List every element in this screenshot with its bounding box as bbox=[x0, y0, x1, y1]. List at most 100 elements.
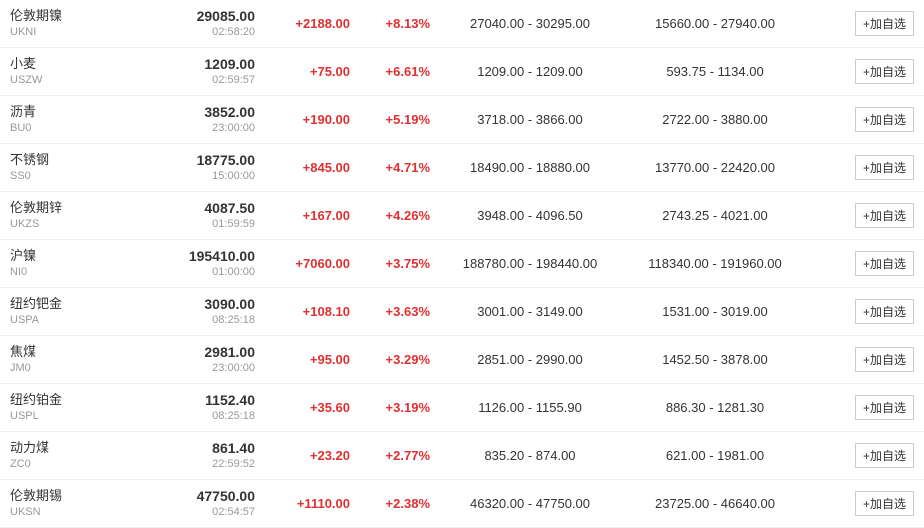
instrument-code: USZW bbox=[10, 73, 140, 87]
change-value: +108.10 bbox=[255, 304, 360, 319]
instrument-name-cn: 伦敦期镍 bbox=[10, 8, 140, 25]
action-cell: +加自选 bbox=[810, 11, 914, 36]
price-value: 1209.00 bbox=[204, 55, 255, 73]
instrument-name-cn: 伦敦期锡 bbox=[10, 488, 140, 505]
instrument-code: SS0 bbox=[10, 169, 140, 183]
price-time: 23:00:00 bbox=[212, 361, 255, 375]
commodities-table: 伦敦期镍UKNI29085.0002:58:20+2188.00+8.13%27… bbox=[0, 0, 924, 528]
price-cell: 1152.4008:25:18 bbox=[140, 391, 255, 423]
year-range: 1452.50 - 3878.00 bbox=[620, 352, 810, 367]
price-cell: 195410.0001:00:00 bbox=[140, 247, 255, 279]
price-cell: 2981.0023:00:00 bbox=[140, 343, 255, 375]
add-watchlist-button[interactable]: +加自选 bbox=[855, 11, 914, 36]
day-range: 18490.00 - 18880.00 bbox=[440, 160, 620, 175]
instrument-code: UKSN bbox=[10, 505, 140, 519]
add-watchlist-button[interactable]: +加自选 bbox=[855, 347, 914, 372]
price-value: 3852.00 bbox=[204, 103, 255, 121]
price-time: 02:58:20 bbox=[212, 25, 255, 39]
instrument-code: UKZS bbox=[10, 217, 140, 231]
table-row: 小麦USZW1209.0002:59:57+75.00+6.61%1209.00… bbox=[0, 48, 924, 96]
add-watchlist-button[interactable]: +加自选 bbox=[855, 107, 914, 132]
instrument-name-cn: 伦敦期锌 bbox=[10, 200, 140, 217]
add-watchlist-button[interactable]: +加自选 bbox=[855, 59, 914, 84]
change-value: +2188.00 bbox=[255, 16, 360, 31]
year-range: 13770.00 - 22420.00 bbox=[620, 160, 810, 175]
instrument-name-cell[interactable]: 不锈钢SS0 bbox=[10, 152, 140, 183]
instrument-name-cell[interactable]: 沪镍NI0 bbox=[10, 248, 140, 279]
price-time: 01:59:59 bbox=[212, 217, 255, 231]
price-cell: 3852.0023:00:00 bbox=[140, 103, 255, 135]
instrument-code: ZC0 bbox=[10, 457, 140, 471]
day-range: 188780.00 - 198440.00 bbox=[440, 256, 620, 271]
price-time: 01:00:00 bbox=[212, 265, 255, 279]
change-percent: +3.29% bbox=[360, 352, 440, 367]
instrument-name-cell[interactable]: 纽约钯金USPA bbox=[10, 296, 140, 327]
table-row: 纽约钯金USPA3090.0008:25:18+108.10+3.63%3001… bbox=[0, 288, 924, 336]
change-percent: +3.75% bbox=[360, 256, 440, 271]
change-percent: +2.38% bbox=[360, 496, 440, 511]
add-watchlist-button[interactable]: +加自选 bbox=[855, 299, 914, 324]
price-cell: 29085.0002:58:20 bbox=[140, 7, 255, 39]
change-value: +845.00 bbox=[255, 160, 360, 175]
action-cell: +加自选 bbox=[810, 443, 914, 468]
instrument-name-cell[interactable]: 伦敦期锡UKSN bbox=[10, 488, 140, 519]
year-range: 593.75 - 1134.00 bbox=[620, 64, 810, 79]
change-value: +35.60 bbox=[255, 400, 360, 415]
price-time: 02:54:57 bbox=[212, 505, 255, 519]
table-row: 伦敦期镍UKNI29085.0002:58:20+2188.00+8.13%27… bbox=[0, 0, 924, 48]
day-range: 1126.00 - 1155.90 bbox=[440, 400, 620, 415]
day-range: 2851.00 - 2990.00 bbox=[440, 352, 620, 367]
action-cell: +加自选 bbox=[810, 299, 914, 324]
table-row: 动力煤ZC0861.4022:59:52+23.20+2.77%835.20 -… bbox=[0, 432, 924, 480]
price-cell: 18775.0015:00:00 bbox=[140, 151, 255, 183]
price-time: 02:59:57 bbox=[212, 73, 255, 87]
instrument-name-cell[interactable]: 伦敦期锌UKZS bbox=[10, 200, 140, 231]
change-value: +7060.00 bbox=[255, 256, 360, 271]
add-watchlist-button[interactable]: +加自选 bbox=[855, 155, 914, 180]
year-range: 886.30 - 1281.30 bbox=[620, 400, 810, 415]
instrument-name-cn: 纽约钯金 bbox=[10, 296, 140, 313]
change-value: +190.00 bbox=[255, 112, 360, 127]
change-value: +75.00 bbox=[255, 64, 360, 79]
change-percent: +6.61% bbox=[360, 64, 440, 79]
price-cell: 861.4022:59:52 bbox=[140, 439, 255, 471]
change-value: +167.00 bbox=[255, 208, 360, 223]
change-percent: +4.71% bbox=[360, 160, 440, 175]
table-row: 伦敦期锌UKZS4087.5001:59:59+167.00+4.26%3948… bbox=[0, 192, 924, 240]
add-watchlist-button[interactable]: +加自选 bbox=[855, 443, 914, 468]
change-percent: +2.77% bbox=[360, 448, 440, 463]
day-range: 835.20 - 874.00 bbox=[440, 448, 620, 463]
day-range: 3001.00 - 3149.00 bbox=[440, 304, 620, 319]
table-row: 焦煤JM02981.0023:00:00+95.00+3.29%2851.00 … bbox=[0, 336, 924, 384]
instrument-name-cn: 小麦 bbox=[10, 56, 140, 73]
instrument-name-cell[interactable]: 小麦USZW bbox=[10, 56, 140, 87]
add-watchlist-button[interactable]: +加自选 bbox=[855, 491, 914, 516]
instrument-name-cn: 纽约铂金 bbox=[10, 392, 140, 409]
year-range: 23725.00 - 46640.00 bbox=[620, 496, 810, 511]
instrument-name-cn: 不锈钢 bbox=[10, 152, 140, 169]
price-cell: 3090.0008:25:18 bbox=[140, 295, 255, 327]
add-watchlist-button[interactable]: +加自选 bbox=[855, 203, 914, 228]
action-cell: +加自选 bbox=[810, 347, 914, 372]
instrument-name-cell[interactable]: 伦敦期镍UKNI bbox=[10, 8, 140, 39]
change-percent: +5.19% bbox=[360, 112, 440, 127]
instrument-name-cn: 沪镍 bbox=[10, 248, 140, 265]
instrument-code: NI0 bbox=[10, 265, 140, 279]
day-range: 27040.00 - 30295.00 bbox=[440, 16, 620, 31]
instrument-name-cn: 沥青 bbox=[10, 104, 140, 121]
table-row: 沥青BU03852.0023:00:00+190.00+5.19%3718.00… bbox=[0, 96, 924, 144]
price-time: 08:25:18 bbox=[212, 313, 255, 327]
add-watchlist-button[interactable]: +加自选 bbox=[855, 251, 914, 276]
action-cell: +加自选 bbox=[810, 107, 914, 132]
action-cell: +加自选 bbox=[810, 251, 914, 276]
instrument-name-cell[interactable]: 焦煤JM0 bbox=[10, 344, 140, 375]
action-cell: +加自选 bbox=[810, 155, 914, 180]
instrument-name-cell[interactable]: 沥青BU0 bbox=[10, 104, 140, 135]
year-range: 1531.00 - 3019.00 bbox=[620, 304, 810, 319]
instrument-name-cell[interactable]: 动力煤ZC0 bbox=[10, 440, 140, 471]
price-value: 3090.00 bbox=[204, 295, 255, 313]
instrument-code: USPA bbox=[10, 313, 140, 327]
instrument-name-cell[interactable]: 纽约铂金USPL bbox=[10, 392, 140, 423]
change-value: +95.00 bbox=[255, 352, 360, 367]
add-watchlist-button[interactable]: +加自选 bbox=[855, 395, 914, 420]
